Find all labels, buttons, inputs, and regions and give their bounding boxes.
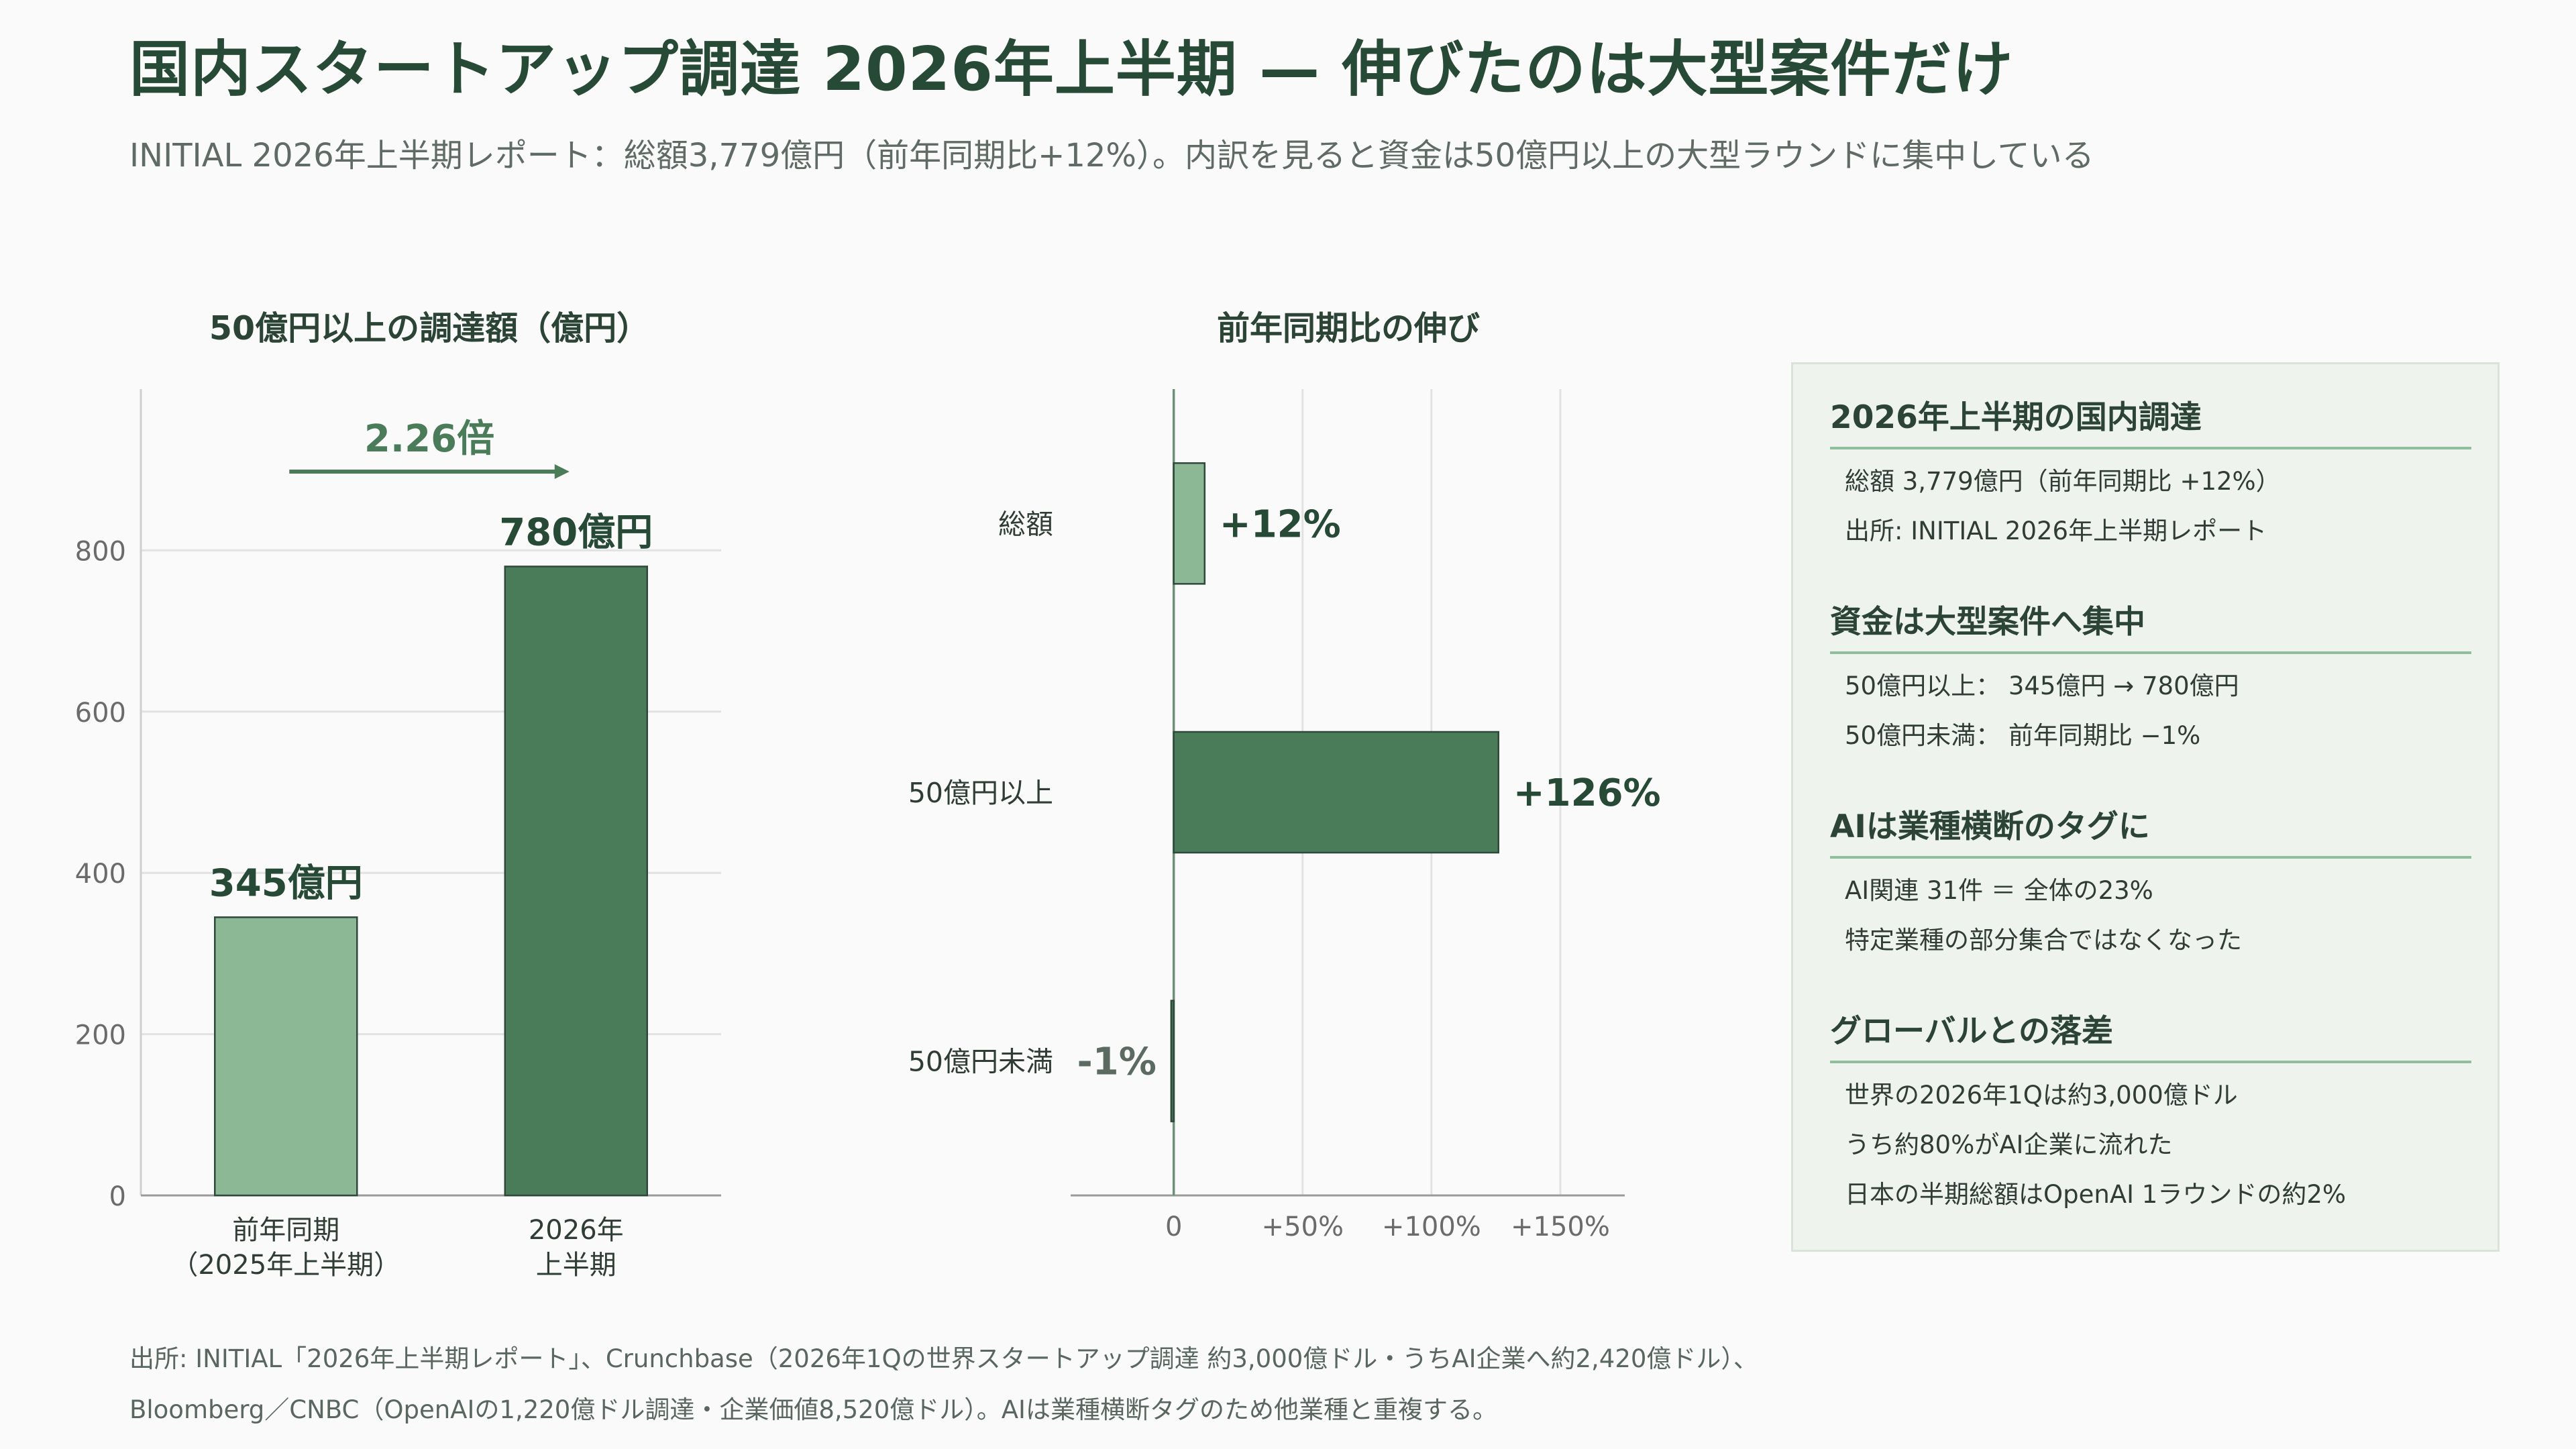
bar-data-label: 780億円 (499, 511, 653, 554)
bar (1170, 1000, 1175, 1122)
panel-line: 日本の半期総額はOpenAI 1ラウンドの約2% (1845, 1180, 2347, 1209)
source-footer: 出所: INITIAL「2026年上半期レポート」、Crunchbase（202… (129, 1334, 1758, 1436)
footer-line: Bloomberg／CNBC（OpenAIの1,220億ドル調達・企業価値8,5… (129, 1395, 1497, 1424)
panel-line: 世界の2026年1Qは約3,000億ドル (1845, 1081, 2238, 1110)
x-tick-label: （2025年上半期） (171, 1250, 400, 1281)
growth-annotation: 2.26倍 (364, 417, 494, 461)
x-tick-label: +50% (1262, 1212, 1344, 1242)
page-title: 国内スタートアップ調達 2026年上半期 — 伸びたのは大型案件だけ (129, 34, 2014, 105)
y-tick-label: 800 (75, 536, 126, 567)
growth-arrow-head (554, 464, 570, 479)
y-tick-label: 200 (75, 1020, 126, 1051)
bar (504, 566, 648, 1197)
panel-line: 50億円以上： 345億円 → 780億円 (1845, 672, 2239, 700)
bar-data-label: +126% (1513, 771, 1661, 815)
x-tick-label: 前年同期 (232, 1215, 339, 1246)
page-subtitle: INITIAL 2026年上半期レポート：総額3,779億円（前年同期比+12%… (129, 137, 2094, 174)
panel-section-domestic: 2026年上半期の国内調達 総額 3,779億円（前年同期比 +12%） 出所:… (1830, 391, 2471, 549)
panel-line: 特定業種の部分集合ではなくなった (1845, 926, 2242, 955)
right-chart-title: 前年同期比の伸び (1216, 309, 1480, 347)
x-tick-label: +150% (1511, 1212, 1610, 1242)
panel-line: うち約80%がAI企業に流れた (1845, 1130, 2173, 1159)
x-tick-label: 2026年 (529, 1215, 624, 1246)
bar (1173, 731, 1499, 854)
panel-section-global: グローバルとの落差 世界の2026年1Qは約3,000億ドル うち約80%がAI… (1830, 1005, 2471, 1212)
y-tick-label: 600 (75, 698, 126, 729)
y-tick-label: 50億円以上 (908, 777, 1053, 809)
y-tick-label: 0 (109, 1181, 126, 1212)
y-tick-label: 400 (75, 859, 126, 890)
footer-line: 出所: INITIAL「2026年上半期レポート」、Crunchbase（202… (129, 1344, 1758, 1373)
x-tick-label: +100% (1382, 1212, 1481, 1242)
right-bar-chart: 0 +50% +100% +150% 総額 +12% 50億円以上 +126% 50億円未満 -1… (908, 389, 1661, 1242)
panel-line: AI関連 31件 ＝ 全体の23% (1845, 876, 2153, 905)
panel-line: 出所: INITIAL 2026年上半期レポート (1845, 517, 2267, 545)
panel-heading: 2026年上半期の国内調達 (1830, 391, 2471, 449)
panel-heading: AIは業種横断のタグに (1830, 800, 2471, 859)
left-chart-title: 50億円以上の調達額（億円） (209, 309, 650, 347)
panel-section-concentration: 資金は大型案件へ集中 50億円以上： 345億円 → 780億円 50億円未満：… (1830, 596, 2471, 753)
y-tick-label: 50億円未満 (908, 1046, 1053, 1078)
panel-heading: 資金は大型案件へ集中 (1830, 596, 2471, 654)
x-tick-label: 0 (1165, 1212, 1182, 1242)
bar (214, 916, 358, 1197)
bar-data-label: -1% (1077, 1040, 1157, 1084)
panel-section-ai: AIは業種横断のタグに AI関連 31件 ＝ 全体の23% 特定業種の部分集合で… (1830, 800, 2471, 958)
summary-panel: 2026年上半期の国内調達 総額 3,779億円（前年同期比 +12%） 出所:… (1791, 362, 2500, 1252)
y-tick-label: 総額 (998, 508, 1053, 540)
bar (1173, 462, 1206, 585)
bar-data-label: 345億円 (209, 861, 363, 905)
x-tick-label: 上半期 (536, 1250, 616, 1281)
bar-data-label: +12% (1220, 502, 1341, 546)
panel-heading: グローバルとの落差 (1830, 1005, 2471, 1063)
panel-line: 総額 3,779億円（前年同期比 +12%） (1845, 467, 2281, 496)
panel-line: 50億円未満： 前年同期比 −1% (1845, 721, 2201, 750)
